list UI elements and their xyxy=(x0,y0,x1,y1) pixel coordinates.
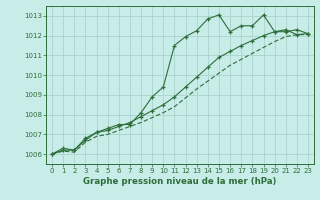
X-axis label: Graphe pression niveau de la mer (hPa): Graphe pression niveau de la mer (hPa) xyxy=(83,177,277,186)
